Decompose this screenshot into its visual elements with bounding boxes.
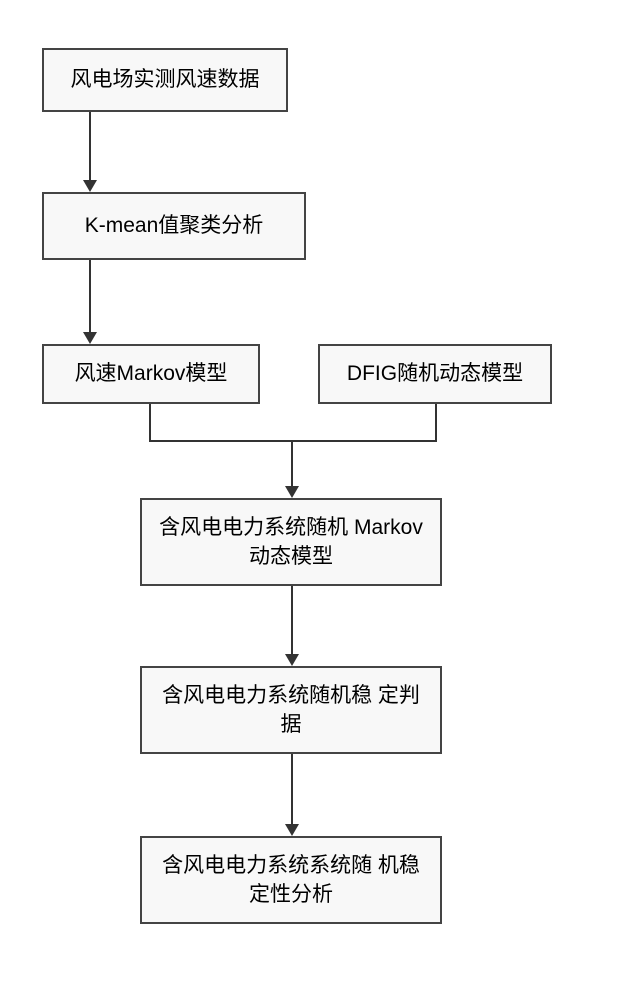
- node-wind-data: 风电场实测风速数据: [42, 48, 288, 112]
- edge-arrow: [435, 404, 437, 440]
- edge-arrow: [149, 404, 151, 440]
- node-markov-dynamic: 含风电电力系统随机 Markov动态模型: [140, 498, 442, 586]
- edge-arrow: [291, 754, 293, 824]
- edge-arrow: [89, 112, 91, 180]
- edge-arrow: [291, 440, 293, 486]
- node-label: 含风电电力系统随机 Markov动态模型: [154, 513, 428, 572]
- node-label: K-mean值聚类分析: [85, 211, 264, 240]
- flowchart-container: 风电场实测风速数据 K-mean值聚类分析 风速Markov模型 DFIG随机动…: [0, 0, 635, 1000]
- node-label: 含风电电力系统随机稳 定判据: [154, 681, 428, 740]
- node-label: DFIG随机动态模型: [347, 359, 523, 388]
- node-label: 风速Markov模型: [75, 359, 228, 388]
- edge-arrow: [89, 260, 91, 332]
- edge-arrowhead: [285, 654, 299, 666]
- edge-arrow: [291, 586, 293, 654]
- node-stability-analysis: 含风电电力系统系统随 机稳定性分析: [140, 836, 442, 924]
- node-markov-wind: 风速Markov模型: [42, 344, 260, 404]
- edge-arrowhead: [83, 332, 97, 344]
- edge-arrowhead: [285, 486, 299, 498]
- edge-arrowhead: [285, 824, 299, 836]
- node-label: 含风电电力系统系统随 机稳定性分析: [154, 851, 428, 910]
- node-dfig: DFIG随机动态模型: [318, 344, 552, 404]
- node-label: 风电场实测风速数据: [71, 65, 260, 94]
- node-kmean: K-mean值聚类分析: [42, 192, 306, 260]
- node-stability-criterion: 含风电电力系统随机稳 定判据: [140, 666, 442, 754]
- edge-arrowhead: [83, 180, 97, 192]
- edge-arrow: [149, 440, 437, 442]
